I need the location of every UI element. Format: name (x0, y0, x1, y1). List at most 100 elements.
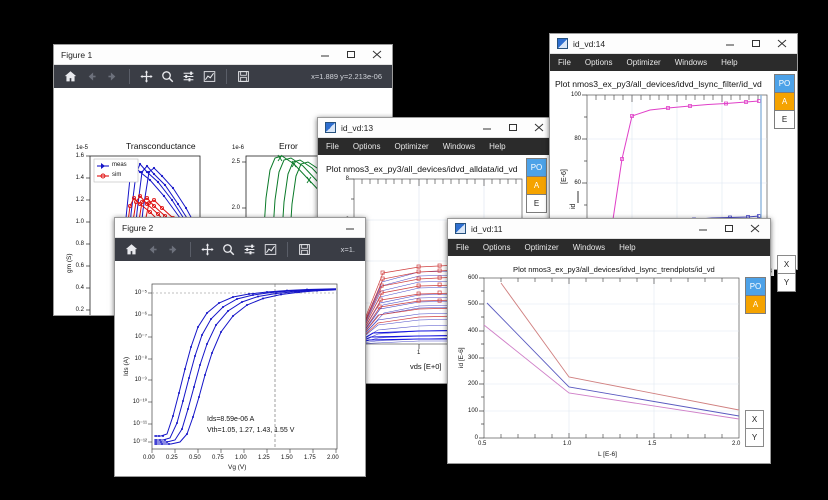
titlebar-id-vd-14[interactable]: id_vd:14 (550, 34, 797, 54)
minimize-icon[interactable] (337, 218, 363, 237)
zoom-magnifier-icon[interactable] (157, 66, 178, 87)
configure-subplots-icon[interactable] (239, 239, 260, 260)
menu-windows[interactable]: Windows (674, 58, 708, 67)
annotation-ids: Ids=8.59e-06 A (207, 416, 255, 423)
x-tick: 2.00 (327, 455, 339, 461)
menu-optimizer[interactable]: Optimizer (626, 58, 661, 67)
y-tick: 8 (345, 176, 349, 182)
toolbar-separator (129, 69, 130, 84)
y-tick: 10⁻¹¹ (133, 421, 147, 427)
y-tick: 1.2 (75, 197, 84, 203)
side-buttons-id-vd-11: PO A (745, 277, 766, 314)
xy-buttons-id-vd-11: X Y (745, 410, 764, 447)
configure-subplots-icon[interactable] (178, 66, 199, 87)
app-icon (455, 223, 466, 234)
x-axis-label-l: L [E-6] (598, 451, 617, 458)
y-tick: 100 (467, 408, 478, 414)
plot-style-icon[interactable] (260, 239, 281, 260)
titlebar-id-vd-11[interactable]: id_vd:11 (448, 219, 770, 239)
pan-move-icon[interactable] (136, 66, 157, 87)
ids-vg-plot (148, 283, 338, 453)
forward-arrow-icon[interactable] (163, 239, 184, 260)
menubar-id-vd-13[interactable]: File Options Optimizer Windows Help (318, 138, 554, 155)
menu-file[interactable]: File (326, 142, 339, 151)
minimize-icon[interactable] (474, 118, 500, 137)
y-tick: 1.4 (75, 175, 84, 181)
y-tick: 2.0 (231, 205, 240, 211)
app-icon (325, 122, 336, 133)
forward-arrow-icon[interactable] (102, 66, 123, 87)
menu-windows[interactable]: Windows (572, 243, 606, 252)
plot-title-id-vd-14: Plot nmos3_ex_py3/all_devices/idvd_lsync… (555, 79, 762, 89)
menu-options[interactable]: Options (482, 243, 511, 252)
id-vd-11-canvas: Plot nmos3_ex_py3/all_devices/idvd_lsync… (448, 256, 770, 463)
menubar-id-vd-14[interactable]: File Options Optimizer Windows Help (550, 54, 797, 71)
x-tick: 1 (417, 350, 421, 356)
menu-help[interactable]: Help (721, 58, 738, 67)
x-tick: 0.50 (189, 455, 201, 461)
x-button[interactable]: X (777, 255, 796, 274)
minimize-icon[interactable] (312, 45, 338, 64)
y-button[interactable]: Y (777, 273, 796, 292)
menu-help[interactable]: Help (489, 142, 506, 151)
back-arrow-icon[interactable] (142, 239, 163, 260)
y-tick: 100 (570, 92, 581, 98)
menu-optimizer[interactable]: Optimizer (394, 142, 429, 151)
menu-optimizer[interactable]: Optimizer (524, 243, 559, 252)
titlebar-id-vd-13[interactable]: id_vd:13 (318, 118, 554, 138)
e-button[interactable]: E (774, 110, 795, 129)
titlebar-figure-2[interactable]: Figure 2 (115, 218, 365, 238)
pan-move-icon[interactable] (197, 239, 218, 260)
close-icon[interactable] (769, 34, 795, 53)
toolbar-separator (190, 242, 191, 257)
save-disk-icon[interactable] (233, 66, 254, 87)
matplotlib-toolbar-figure-2[interactable]: x=1. (115, 238, 365, 261)
menu-file[interactable]: File (456, 243, 469, 252)
y-tick: 2.5 (231, 159, 240, 165)
maximize-icon[interactable] (338, 45, 364, 64)
y-tick: 10⁻⁷ (134, 334, 147, 340)
close-icon[interactable] (364, 45, 390, 64)
x-tick: 1.50 (281, 455, 293, 461)
y-tick: 10⁻⁶ (134, 312, 147, 318)
y-tick: 500 (467, 301, 478, 307)
minimize-icon[interactable] (717, 34, 743, 53)
close-icon[interactable] (742, 219, 768, 238)
menubar-id-vd-11[interactable]: File Options Optimizer Windows Help (448, 239, 770, 256)
y-tick: 10⁻¹² (133, 439, 147, 445)
y-tick: 80 (574, 136, 581, 142)
window-id-vd-11[interactable]: id_vd:11 File Options Optimizer Windows … (447, 218, 771, 464)
window-title: Figure 2 (122, 222, 154, 233)
menu-help[interactable]: Help (619, 243, 636, 252)
x-tick: 1.00 (235, 455, 247, 461)
menu-options[interactable]: Options (352, 142, 381, 151)
maximize-icon[interactable] (743, 34, 769, 53)
id-vd-11-plot (479, 277, 740, 439)
y-tick: 10⁻¹⁰ (132, 399, 147, 405)
x-tick: 0.25 (166, 455, 178, 461)
cursor-coordinates: x=1. (340, 245, 355, 254)
home-icon[interactable] (121, 239, 142, 260)
menu-windows[interactable]: Windows (442, 142, 476, 151)
e-button[interactable]: E (526, 194, 547, 213)
legend-label-sim: sim (112, 172, 122, 178)
a-button[interactable]: A (745, 295, 766, 314)
menu-file[interactable]: File (558, 58, 571, 67)
y-button[interactable]: Y (745, 428, 764, 447)
y-tick: 600 (467, 275, 478, 281)
maximize-icon[interactable] (716, 219, 742, 238)
window-figure-2[interactable]: Figure 2 (114, 217, 366, 477)
home-icon[interactable] (60, 66, 81, 87)
titlebar-figure-1[interactable]: Figure 1 (54, 45, 392, 65)
close-icon[interactable] (526, 118, 552, 137)
plot-style-icon[interactable] (199, 66, 220, 87)
menu-options[interactable]: Options (584, 58, 613, 67)
save-disk-icon[interactable] (294, 239, 315, 260)
app-icon (557, 38, 568, 49)
legend-label-meas: meas (112, 162, 127, 168)
minimize-icon[interactable] (690, 219, 716, 238)
zoom-magnifier-icon[interactable] (218, 239, 239, 260)
matplotlib-toolbar-figure-1[interactable]: x=1.889 y=2.213e-06 (54, 65, 392, 88)
back-arrow-icon[interactable] (81, 66, 102, 87)
maximize-icon[interactable] (500, 118, 526, 137)
